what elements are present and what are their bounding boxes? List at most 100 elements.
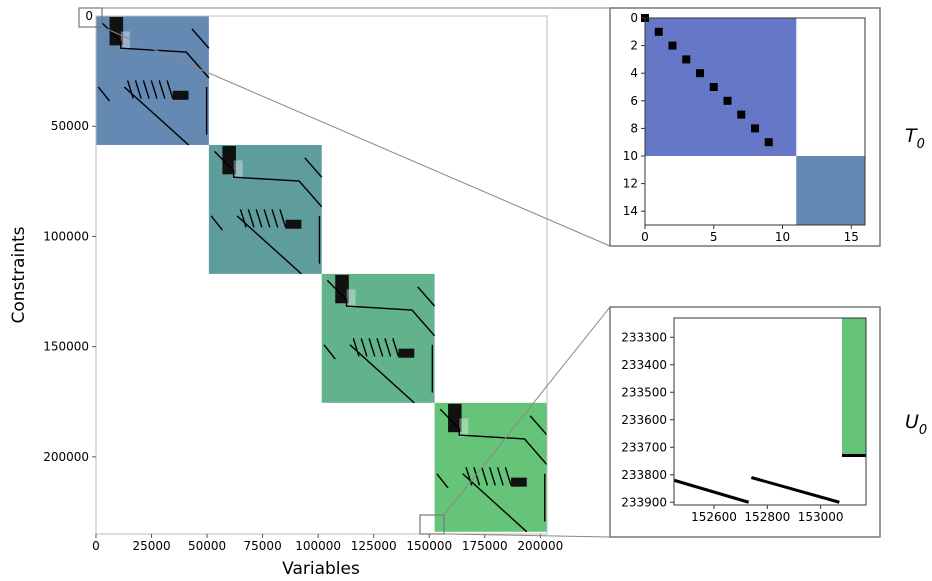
diag-dash <box>247 209 255 228</box>
inset-u0-y-tick-label: 233600 <box>621 413 667 427</box>
x-tick-label: 125000 <box>351 539 397 553</box>
inset-t0-y-tick-label: 12 <box>623 177 638 191</box>
diag-dash <box>255 209 263 228</box>
y-tick-label: 50000 <box>51 119 89 133</box>
sparsity-pattern-1 <box>210 145 323 275</box>
inset-t0-y-tick-label: 14 <box>623 204 638 218</box>
x-tick-label: 175000 <box>462 539 508 553</box>
main-ylabel: Constraints <box>9 226 29 323</box>
inset-t0-nonzero-5 <box>709 83 718 91</box>
inset-t0-block-1 <box>796 156 865 225</box>
zoom-box-t0 <box>78 7 103 28</box>
diag-dash <box>126 80 134 99</box>
short-diagonal <box>304 157 323 178</box>
x-tick-label: 150000 <box>406 539 452 553</box>
diag-dash <box>239 209 247 228</box>
short-diagonal <box>529 415 548 436</box>
inset-t0-label: T0 <box>905 125 925 152</box>
inset-t0-nonzero-2 <box>668 41 677 50</box>
dense-patch-gap <box>233 160 243 179</box>
dense-patch <box>398 348 415 358</box>
main-plot: 0 25000 50000 75000 100000 125000 150000 175000… <box>43 7 563 553</box>
y-tick-label: 100000 <box>43 229 89 243</box>
diag-dash <box>368 338 376 357</box>
inset-t0-nonzero-6 <box>723 96 732 105</box>
y-tick-label: 150000 <box>43 340 89 354</box>
inset-u0-y-tick-label: 233400 <box>621 358 667 372</box>
staircase-line <box>101 21 210 79</box>
diag-dash <box>271 209 279 228</box>
inset-u0-x-tick-label: 153000 <box>798 510 844 524</box>
inset-u0-block-0 <box>842 318 866 456</box>
diag-dash <box>465 467 473 486</box>
inset-t0-nonzero-9 <box>764 138 773 147</box>
zoom-connectors <box>101 7 611 538</box>
diag-dash <box>376 338 384 357</box>
short-diagonal <box>436 473 449 489</box>
inset-u0-y-tick-label: 233500 <box>621 385 667 399</box>
inset-u0-x-tick-label: 152600 <box>691 510 737 524</box>
y-tick-label: 200000 <box>43 450 89 464</box>
inset-t0-nonzero-4 <box>696 69 704 78</box>
dense-patch <box>285 219 302 229</box>
inset-t0-x-tick-label: 10 <box>775 230 790 244</box>
x-tick-label: 25000 <box>132 539 170 553</box>
inset-t0-y-tick-label: 10 <box>623 149 638 163</box>
diag-dash <box>360 338 368 357</box>
long-diagonal <box>349 344 415 404</box>
zoom-box-u0 <box>419 514 445 535</box>
dense-patch <box>109 17 124 46</box>
dense-patch <box>448 403 462 433</box>
inset-u0-axes <box>673 317 867 506</box>
inset-u0-plot: 152600 152800 153000 233300 233400 233500 2336… <box>609 306 881 538</box>
diag-dash <box>279 209 287 228</box>
inset-u0-label-sub: 0 <box>919 423 927 438</box>
diag-dash <box>158 80 166 99</box>
sparsity-pattern-0 <box>97 17 210 146</box>
diag-dash <box>496 467 504 486</box>
main-xlabel: Variables <box>282 559 360 579</box>
inset-t0-nonzero-7 <box>737 110 746 119</box>
inset-u0-line-1 <box>750 476 840 504</box>
inset-u0-y-tick-label: 233800 <box>621 468 667 482</box>
inset-t0-nonzero-1 <box>654 27 663 36</box>
inset-t0-y-tick-label: 4 <box>630 66 638 80</box>
inset-u0-y-tick-label: 233700 <box>621 440 667 454</box>
diag-dash <box>263 209 271 228</box>
inset-t0-nonzero-3 <box>682 55 691 64</box>
connector-u0-bottom <box>443 533 611 538</box>
diag-dash <box>384 338 392 357</box>
diag-dash <box>166 80 174 99</box>
short-diagonal <box>97 86 111 102</box>
x-tick-label: 100000 <box>295 539 341 553</box>
inset-u0-y-tick-label: 233900 <box>621 495 667 509</box>
x-tick-label: 0 <box>92 539 100 553</box>
staircase-line <box>326 279 436 337</box>
short-diagonal <box>323 344 336 360</box>
diag-dash <box>481 467 489 486</box>
sparsity-pattern-2 <box>323 274 436 404</box>
dense-patch <box>172 90 189 100</box>
inset-t0-y-tick-label: 0 <box>630 11 638 25</box>
inset-u0-y-tick-label: 233300 <box>621 330 667 344</box>
dense-patch-gap <box>120 31 130 50</box>
inset-u0-line-0 <box>673 478 750 504</box>
inset-t0-plot: 0 5 10 15 0 2 4 6 8 10 12 14 <box>609 7 881 247</box>
short-diagonal <box>417 286 436 307</box>
inset-u0-frame <box>609 306 881 538</box>
short-diagonal <box>210 215 223 231</box>
sparsity-pattern-3 <box>436 403 548 533</box>
inset-t0-y-tick-label: 8 <box>630 121 638 135</box>
x-tick-label: 200000 <box>517 539 563 553</box>
diag-dash <box>142 80 150 99</box>
diag-dash <box>504 467 512 486</box>
inset-t0-nonzero-8 <box>751 124 759 133</box>
dense-patch-gap <box>459 418 469 437</box>
diag-dash <box>392 338 400 357</box>
long-diagonal <box>123 86 190 146</box>
staircase-line <box>439 408 548 466</box>
staircase-line <box>214 150 323 208</box>
dense-patch <box>222 145 236 175</box>
inset-t0-y-tick-label: 2 <box>630 39 638 53</box>
